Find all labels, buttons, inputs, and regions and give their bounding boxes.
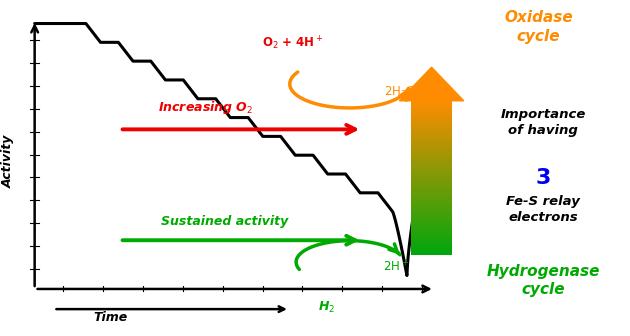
Bar bbox=[411, 208, 452, 212]
Bar bbox=[411, 108, 452, 111]
Bar bbox=[411, 196, 452, 199]
Text: Hydrogenase
cycle: Hydrogenase cycle bbox=[486, 264, 600, 297]
Bar bbox=[411, 198, 452, 201]
Bar bbox=[411, 121, 452, 124]
Bar bbox=[411, 234, 452, 237]
Bar bbox=[411, 242, 452, 245]
Bar bbox=[411, 134, 452, 137]
Bar bbox=[411, 144, 452, 147]
Bar bbox=[411, 224, 452, 227]
Bar bbox=[411, 221, 452, 224]
Bar bbox=[411, 252, 452, 255]
Bar bbox=[411, 131, 452, 134]
Bar bbox=[411, 193, 452, 196]
Bar bbox=[411, 105, 452, 109]
Bar bbox=[411, 182, 452, 186]
Bar bbox=[411, 177, 452, 181]
Bar bbox=[411, 250, 452, 253]
Bar bbox=[411, 247, 452, 250]
Text: H$_2$: H$_2$ bbox=[318, 300, 335, 315]
Bar bbox=[411, 244, 452, 248]
Text: Importance
of having: Importance of having bbox=[500, 108, 586, 136]
Bar bbox=[411, 175, 452, 178]
Bar bbox=[411, 237, 452, 240]
Text: Oxidase
cycle: Oxidase cycle bbox=[504, 10, 573, 44]
Bar bbox=[411, 118, 452, 121]
Bar bbox=[411, 152, 452, 155]
Bar bbox=[411, 103, 452, 106]
Bar bbox=[411, 111, 452, 114]
Bar bbox=[411, 219, 452, 222]
Text: Increasing O$_2$: Increasing O$_2$ bbox=[158, 99, 253, 116]
Text: 2H$^+$: 2H$^+$ bbox=[383, 259, 409, 275]
Text: Activity: Activity bbox=[2, 135, 14, 188]
Bar bbox=[411, 216, 452, 219]
Bar bbox=[411, 229, 452, 232]
Bar bbox=[411, 113, 452, 116]
Bar bbox=[411, 141, 452, 144]
Bar bbox=[411, 203, 452, 206]
Bar bbox=[411, 123, 452, 127]
Bar bbox=[411, 206, 452, 209]
Text: O$_2$ + 4H$^+$: O$_2$ + 4H$^+$ bbox=[262, 35, 324, 52]
Text: Fe-S relay
electrons: Fe-S relay electrons bbox=[506, 195, 580, 224]
Bar bbox=[411, 239, 452, 243]
Bar bbox=[411, 139, 452, 142]
Bar bbox=[411, 157, 452, 160]
Bar bbox=[411, 159, 452, 163]
Bar bbox=[411, 136, 452, 139]
Bar bbox=[411, 172, 452, 175]
Bar bbox=[411, 170, 452, 173]
Bar bbox=[411, 213, 452, 217]
Bar bbox=[411, 167, 452, 170]
Text: 2H$_2$O: 2H$_2$O bbox=[384, 85, 417, 100]
Text: Time: Time bbox=[93, 311, 127, 324]
Bar bbox=[411, 165, 452, 168]
Bar bbox=[411, 232, 452, 235]
Bar bbox=[411, 100, 452, 103]
Polygon shape bbox=[399, 67, 464, 101]
Bar bbox=[411, 149, 452, 152]
Bar bbox=[411, 116, 452, 119]
Bar bbox=[411, 180, 452, 183]
Bar bbox=[411, 128, 452, 132]
Text: 3: 3 bbox=[536, 168, 551, 188]
Bar bbox=[411, 190, 452, 194]
Bar bbox=[411, 226, 452, 229]
Bar bbox=[411, 162, 452, 165]
Text: Sustained activity: Sustained activity bbox=[161, 215, 288, 228]
Bar bbox=[411, 154, 452, 158]
Bar bbox=[411, 211, 452, 214]
Bar bbox=[411, 188, 452, 191]
Bar bbox=[411, 201, 452, 204]
Bar bbox=[411, 126, 452, 129]
Bar bbox=[411, 185, 452, 188]
Bar bbox=[411, 146, 452, 150]
